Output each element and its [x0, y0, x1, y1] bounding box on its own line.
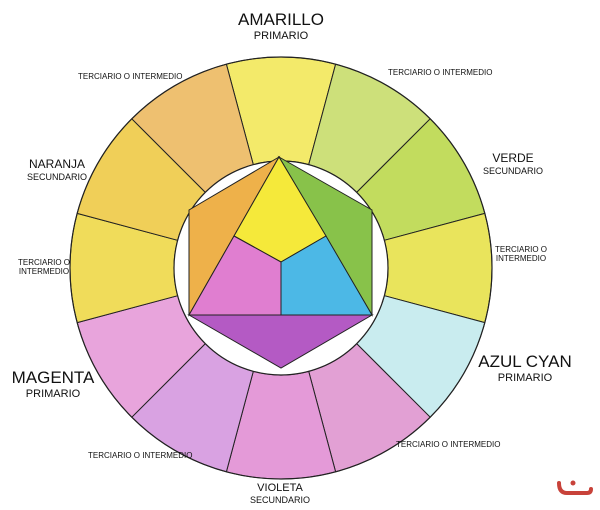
label-terciario-bottom-right: TERCIARIO O INTERMEDIO	[396, 440, 501, 449]
label-amarillo: AMARILLO PRIMARIO	[238, 10, 324, 42]
outer-circle	[69, 56, 493, 480]
label-terciario-left: TERCIARIO O INTERMEDIO	[18, 258, 71, 277]
label-verde: VERDE SECUNDARIO	[482, 151, 543, 176]
label-terciario-bottom-left: TERCIARIO O INTERMEDIO	[88, 451, 193, 460]
label-magenta: MAGENTA PRIMARIO	[11, 368, 95, 400]
center-hexagon	[187, 155, 374, 369]
label-terciario-top-right: TERCIARIO O INTERMEDIO	[388, 68, 493, 77]
label-terciario-right: TERCIARIO O INTERMEDIO	[495, 245, 548, 264]
label-violeta: VIOLETA SECUNDARIO	[249, 482, 310, 505]
label-naranja: NARANJA SECUNDARIO	[26, 157, 87, 182]
label-terciario-top-left: TERCIARIO O INTERMEDIO	[78, 72, 183, 81]
label-azul-cyan: AZUL CYAN PRIMARIO	[478, 352, 572, 384]
triangle-cyan	[280, 235, 373, 316]
logo-icon	[557, 480, 593, 495]
wheel-segments	[69, 56, 493, 480]
